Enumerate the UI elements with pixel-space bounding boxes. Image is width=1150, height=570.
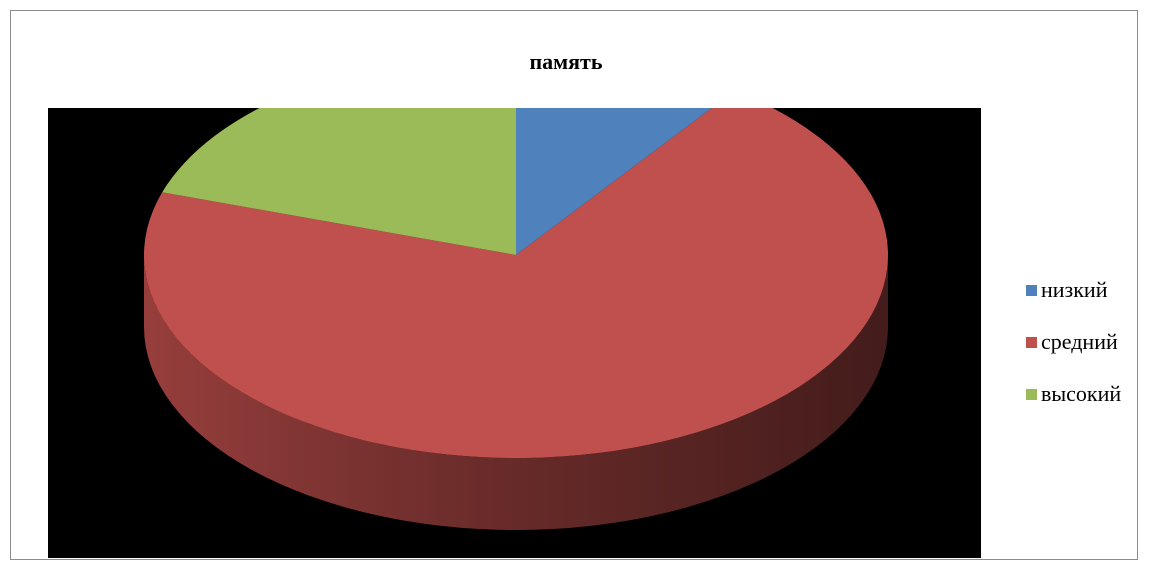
legend-item-low: низкий bbox=[1026, 277, 1150, 303]
legend-label-low: низкий bbox=[1041, 277, 1108, 302]
legend-label-high: высокий bbox=[1041, 381, 1122, 406]
legend-item-medium: средний bbox=[1026, 329, 1150, 355]
pie-slice-low bbox=[516, 108, 712, 255]
pie-slice-medium bbox=[144, 108, 888, 458]
pie-slice-high bbox=[162, 108, 516, 255]
pie-side-medium bbox=[144, 255, 888, 530]
legend-item-high: высокий bbox=[1026, 381, 1150, 407]
plot-area bbox=[48, 108, 981, 558]
legend-swatch-low bbox=[1026, 284, 1037, 296]
chart-title: память bbox=[529, 49, 603, 74]
chart-frame: память низкий средний высокий bbox=[10, 10, 1138, 560]
legend-label-medium: средний bbox=[1041, 329, 1118, 354]
legend: низкий средний высокий bbox=[1026, 277, 1150, 433]
legend-swatch-medium bbox=[1026, 336, 1037, 348]
legend-swatch-high bbox=[1026, 388, 1037, 400]
pie-chart bbox=[144, 108, 888, 530]
